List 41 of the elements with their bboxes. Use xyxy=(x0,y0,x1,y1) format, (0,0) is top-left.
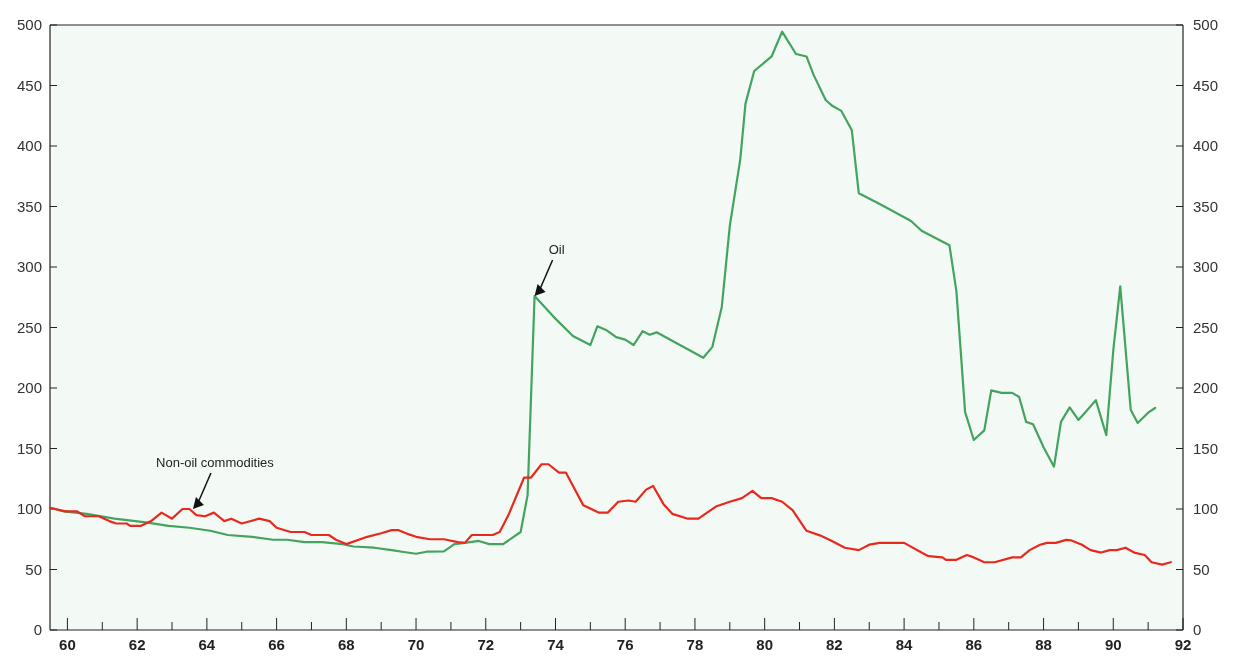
y2-tick-label: 100 xyxy=(1193,500,1219,518)
y2-tick-label: 400 xyxy=(1193,137,1219,155)
x-tick-label: 90 xyxy=(1104,636,1122,653)
x-tick-label: 82 xyxy=(826,636,843,653)
x-tick-label: 62 xyxy=(128,636,146,653)
x-tick-label: 84 xyxy=(895,636,914,653)
x-tick-label: 92 xyxy=(1174,636,1192,653)
y-tick-label: 200 xyxy=(16,379,42,397)
y2-tick-label: 0 xyxy=(1193,621,1202,639)
x-tick-label: 72 xyxy=(477,636,495,653)
y2-tick-label: 50 xyxy=(1193,560,1210,578)
x-tick-label: 64 xyxy=(198,636,216,653)
x-tick-label: 70 xyxy=(407,636,425,653)
x-tick-label: 80 xyxy=(756,636,774,653)
y-tick-label: 50 xyxy=(25,560,42,578)
y-tick-label: 250 xyxy=(16,318,42,336)
y-tick-label: 150 xyxy=(16,439,42,457)
x-tick-label: 86 xyxy=(965,636,983,653)
y-tick-label: 100 xyxy=(16,500,42,518)
y-tick-label: 0 xyxy=(33,621,42,639)
x-tick-label: 78 xyxy=(686,636,704,653)
x-tick-label: 76 xyxy=(616,636,634,653)
y2-tick-label: 250 xyxy=(1193,318,1219,336)
y2-tick-label: 450 xyxy=(1193,76,1219,94)
annotation: Non-oil commodities xyxy=(156,455,275,470)
y-tick-label: 350 xyxy=(16,197,42,215)
y-tick-label: 400 xyxy=(16,137,42,155)
y2-tick-label: 150 xyxy=(1193,439,1219,457)
y2-tick-label: 350 xyxy=(1193,197,1219,215)
x-tick-label: 74 xyxy=(547,636,565,653)
y2-tick-label: 500 xyxy=(1193,16,1219,34)
x-tick-label: 88 xyxy=(1035,636,1052,653)
x-tick-label: 60 xyxy=(59,636,76,653)
y2-tick-label: 300 xyxy=(1193,258,1219,276)
x-tick-label: 66 xyxy=(268,636,285,653)
y-tick-label: 450 xyxy=(16,76,42,94)
y-tick-label: 500 xyxy=(16,16,42,34)
y-tick-label: 300 xyxy=(16,258,42,276)
y2-tick-label: 200 xyxy=(1193,379,1219,397)
x-tick-label: 68 xyxy=(337,636,355,653)
annotation: Oil xyxy=(548,242,565,258)
